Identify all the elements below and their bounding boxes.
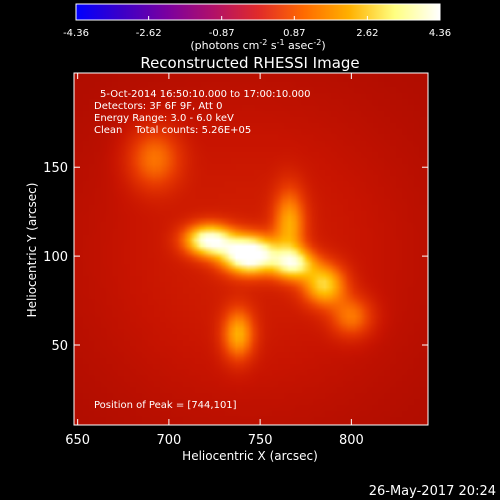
chart-title: Reconstructed RHESSI Image xyxy=(140,54,359,72)
x-axis-ticks: 650 700 750 800 xyxy=(65,73,364,448)
x-axis-label: Heliocentric X (arcsec) xyxy=(182,449,318,463)
y-tick-label: 100 xyxy=(43,250,68,265)
footer-timestamp: 26-May-2017 20:24 xyxy=(369,484,496,499)
colorbar-ticks xyxy=(75,16,441,20)
colorbar-tick-label: 4.36 xyxy=(429,28,451,39)
colorbar-units: (photons cm-2 s-1 asec-2) xyxy=(190,38,325,52)
annotation-peak-position: Position of Peak = [744,101] xyxy=(94,400,237,411)
colorbar-tick-label: 2.62 xyxy=(356,28,378,39)
y-axis-ticks: 50 100 150 xyxy=(43,161,428,354)
x-tick-label: 650 xyxy=(65,433,90,448)
colorbar xyxy=(75,3,441,21)
colorbar-tick-label: -0.87 xyxy=(209,28,235,39)
x-tick-label: 700 xyxy=(156,433,181,448)
y-axis-label: Heliocentric Y (arcsec) xyxy=(25,183,39,318)
annotation-clean-counts: Clean Total counts: 5.26E+05 xyxy=(94,125,251,136)
colorbar-tick-labels: -4.36 -2.62 -0.87 0.87 2.62 4.36 xyxy=(63,28,451,39)
annotation-energy-range: Energy Range: 3.0 - 6.0 keV xyxy=(94,113,234,124)
annotation-detectors: Detectors: 3F 6F 9F, Att 0 xyxy=(94,101,222,112)
y-tick-label: 150 xyxy=(43,161,68,176)
plot-frame xyxy=(73,72,429,426)
colorbar-tick-label: -4.36 xyxy=(63,28,89,39)
y-tick-label: 50 xyxy=(51,339,68,354)
x-tick-label: 750 xyxy=(248,433,273,448)
annotation-time-range: 5-Oct-2014 16:50:10.000 to 17:00:10.000 xyxy=(100,89,311,100)
colorbar-tick-label: 0.87 xyxy=(283,28,305,39)
x-tick-label: 800 xyxy=(339,433,364,448)
colorbar-tick-label: -2.62 xyxy=(136,28,162,39)
heatmap-image xyxy=(74,73,428,425)
